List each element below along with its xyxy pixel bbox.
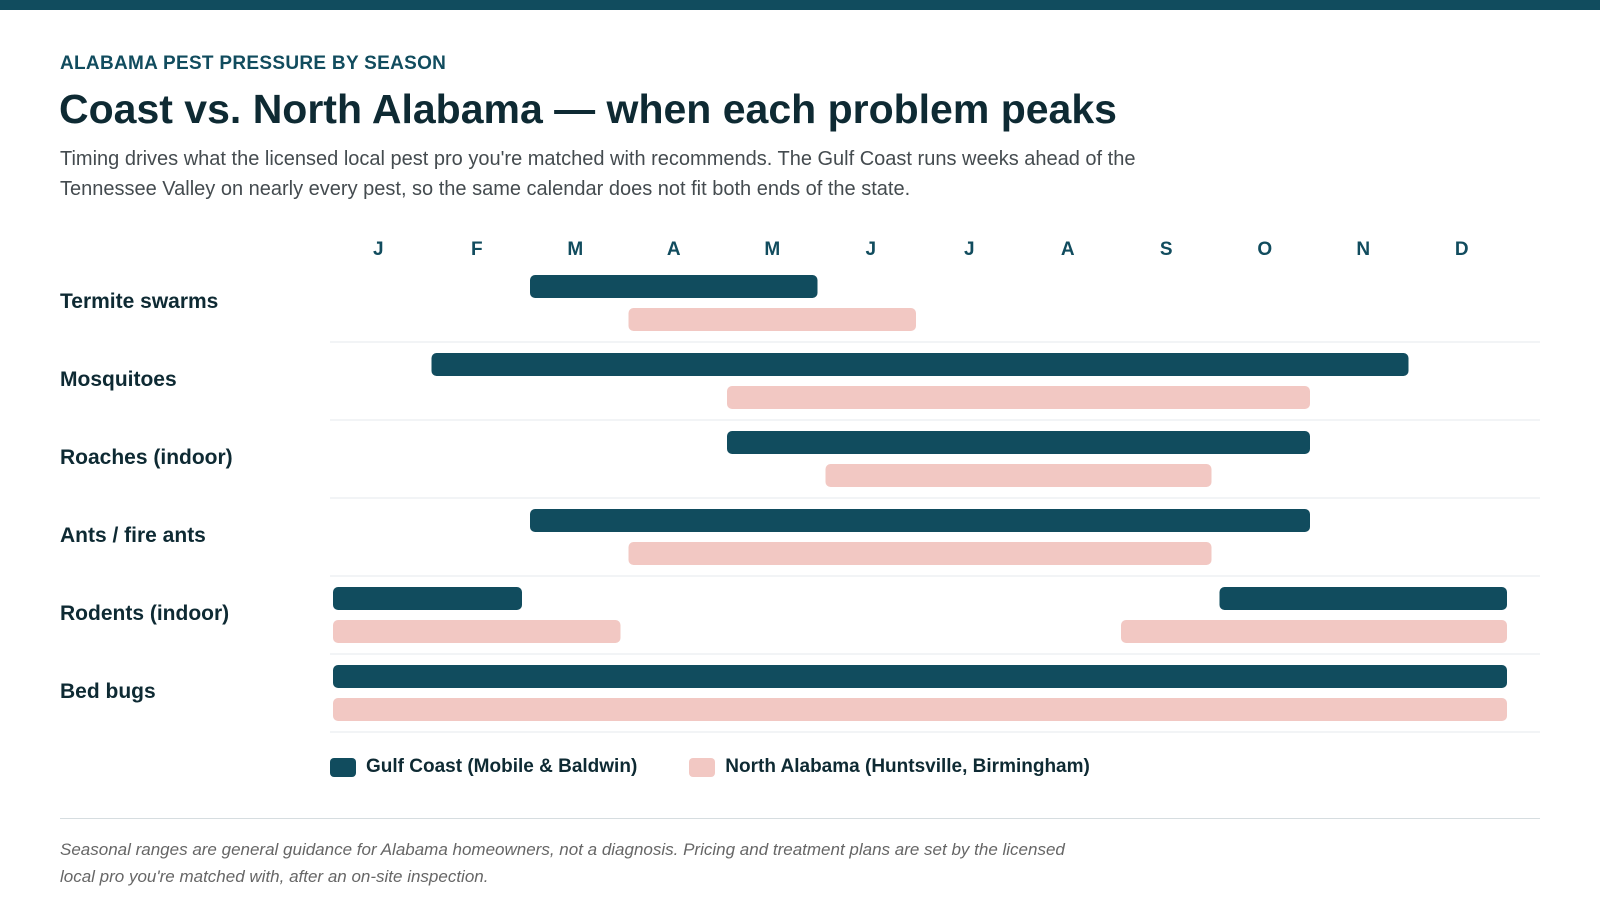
chart-eyebrow: ALABAMA PEST PRESSURE BY SEASON [60, 53, 447, 74]
month-label: J [373, 239, 384, 260]
pest-row-label: Bed bugs [60, 680, 156, 703]
gulf-coast-bar [530, 509, 1310, 532]
pest-row-label: Rodents (indoor) [60, 602, 229, 625]
month-label: J [964, 239, 975, 260]
legend-label-gulf-coast: Gulf Coast (Mobile & Baldwin) [366, 756, 638, 777]
footnote: Seasonal ranges are general guidance for… [60, 840, 1065, 886]
pest-row-label: Ants / fire ants [60, 524, 206, 547]
chart-legend: Gulf Coast (Mobile & Baldwin) North Alab… [330, 755, 1142, 779]
north-alabama-bar [1121, 620, 1507, 643]
north-alabama-bar [628, 308, 916, 331]
month-label: S [1160, 239, 1173, 260]
north-alabama-bar [628, 542, 1212, 565]
north-alabama-bar [333, 698, 1507, 721]
gulf-coast-bar [333, 665, 1507, 688]
month-label: M [764, 239, 780, 260]
month-label: M [567, 239, 583, 260]
month-label: O [1257, 239, 1272, 260]
legend-swatch-gulf-coast [330, 757, 356, 777]
north-alabama-bar [825, 464, 1212, 487]
legend-item-north-alabama: North Alabama (Huntsville, Birmingham) [689, 756, 1090, 778]
pest-row-label: Mosquitoes [60, 368, 177, 391]
pest-row-label: Termite swarms [60, 290, 218, 313]
north-alabama-bar [333, 620, 621, 643]
gulf-coast-bar [333, 587, 522, 610]
season-timeline-chart: J F M A M J J A S O N D Termite swarms Mosquitoes Roac… [60, 239, 1540, 733]
legend-item-gulf-coast: Gulf Coast (Mobile & Baldwin) [330, 756, 637, 778]
chart-subtitle: Timing drives what the licensed local pe… [60, 148, 1136, 200]
legend-label-north-alabama: North Alabama (Huntsville, Birmingham) [725, 756, 1090, 777]
month-label: N [1356, 239, 1370, 260]
gulf-coast-bar [727, 431, 1310, 454]
gulf-coast-bar [530, 275, 818, 298]
gulf-coast-bar [1219, 587, 1507, 610]
top-accent-bar [0, 0, 1600, 10]
north-alabama-bar [727, 386, 1310, 409]
month-label: A [1061, 239, 1075, 260]
month-label: F [471, 239, 483, 260]
pest-row-label: Roaches (indoor) [60, 446, 233, 469]
month-label: D [1455, 239, 1469, 260]
gulf-coast-bar [431, 353, 1409, 376]
month-label: J [865, 239, 876, 260]
chart-title: Coast vs. North Alabama — when each prob… [59, 86, 1117, 132]
month-label: A [667, 239, 681, 260]
legend-swatch-north-alabama [689, 757, 716, 777]
footer-divider [60, 818, 1540, 819]
